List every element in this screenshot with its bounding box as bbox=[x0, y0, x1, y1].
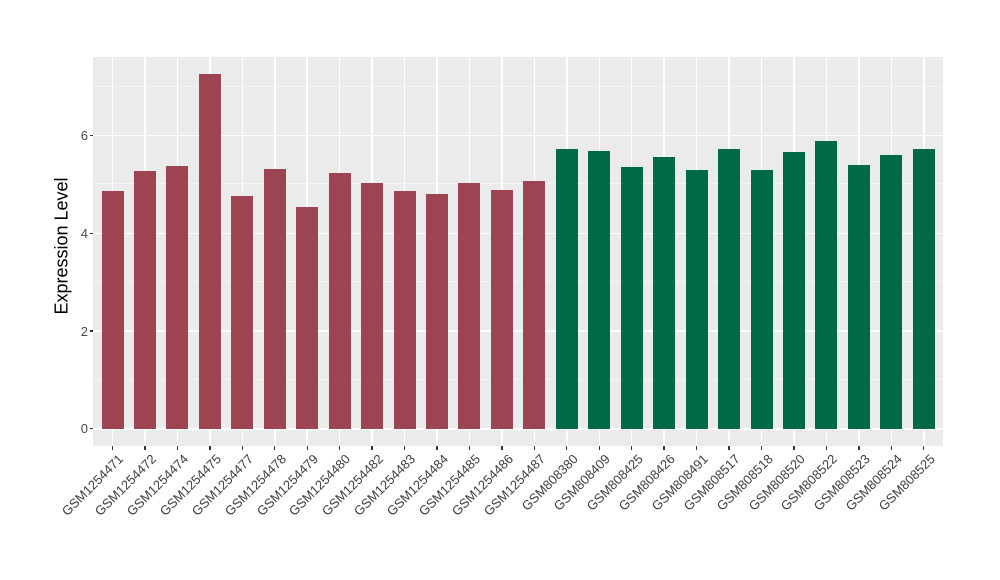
plot-panel bbox=[93, 57, 943, 446]
minor-gridline bbox=[93, 281, 943, 283]
bar bbox=[490, 189, 513, 429]
x-tick-mark bbox=[501, 446, 503, 450]
bar bbox=[296, 206, 319, 429]
bar bbox=[166, 165, 189, 429]
x-tick-mark bbox=[890, 446, 892, 450]
bar bbox=[393, 190, 416, 429]
x-tick-mark bbox=[793, 446, 795, 450]
bar bbox=[133, 171, 156, 429]
bar bbox=[685, 169, 708, 429]
y-tick-mark bbox=[89, 232, 93, 234]
y-tick-label: 0 bbox=[80, 421, 88, 437]
bar bbox=[847, 164, 870, 429]
x-tick-mark bbox=[760, 446, 763, 450]
bar bbox=[328, 173, 351, 429]
x-tick-mark bbox=[533, 446, 536, 450]
x-tick-mark bbox=[825, 446, 828, 450]
major-gridline bbox=[93, 134, 943, 137]
minor-gridline bbox=[93, 85, 943, 87]
x-tick-mark bbox=[468, 446, 471, 450]
bar bbox=[653, 157, 676, 429]
bar bbox=[263, 169, 286, 429]
x-tick-mark bbox=[858, 446, 860, 450]
x-tick-mark bbox=[728, 446, 730, 450]
bar bbox=[815, 140, 838, 429]
x-tick-mark bbox=[631, 446, 633, 450]
bar bbox=[458, 182, 481, 429]
y-tick-label: 4 bbox=[80, 225, 88, 241]
x-tick-mark bbox=[695, 446, 698, 450]
bar bbox=[426, 194, 448, 429]
x-tick-mark bbox=[209, 446, 211, 450]
x-tick-mark bbox=[598, 446, 600, 450]
major-gridline bbox=[93, 232, 943, 235]
x-tick-mark bbox=[144, 446, 146, 450]
bar bbox=[620, 166, 643, 429]
x-tick-mark bbox=[241, 446, 243, 450]
x-tick-mark bbox=[111, 446, 114, 450]
y-tick-mark bbox=[89, 428, 93, 430]
bar bbox=[750, 169, 773, 429]
bar bbox=[361, 183, 384, 429]
x-tick-mark bbox=[176, 446, 179, 450]
bar bbox=[588, 150, 611, 429]
bar bbox=[880, 154, 903, 429]
major-gridline bbox=[93, 427, 943, 430]
bar bbox=[555, 149, 578, 429]
x-tick-mark bbox=[371, 446, 373, 450]
bar bbox=[231, 195, 254, 429]
y-tick-mark bbox=[89, 330, 93, 332]
x-tick-mark bbox=[436, 446, 438, 450]
minor-gridline bbox=[93, 183, 943, 185]
y-tick-label: 6 bbox=[80, 128, 88, 144]
x-tick-mark bbox=[923, 446, 925, 450]
bar bbox=[782, 152, 805, 429]
x-tick-mark bbox=[338, 446, 341, 450]
y-tick-mark bbox=[89, 134, 93, 137]
x-tick-mark bbox=[306, 446, 308, 450]
x-tick-mark bbox=[274, 446, 276, 450]
major-gridline bbox=[93, 330, 943, 332]
x-tick-mark bbox=[663, 446, 665, 450]
bar bbox=[101, 190, 124, 429]
minor-gridline bbox=[93, 378, 943, 380]
x-tick-mark bbox=[566, 446, 568, 450]
bar bbox=[523, 180, 546, 429]
y-axis-title: Expression Level bbox=[51, 177, 72, 315]
bar bbox=[718, 149, 741, 429]
x-tick-mark bbox=[403, 446, 406, 450]
y-tick-label: 2 bbox=[80, 323, 88, 339]
bar bbox=[912, 148, 935, 429]
bar bbox=[198, 74, 221, 429]
